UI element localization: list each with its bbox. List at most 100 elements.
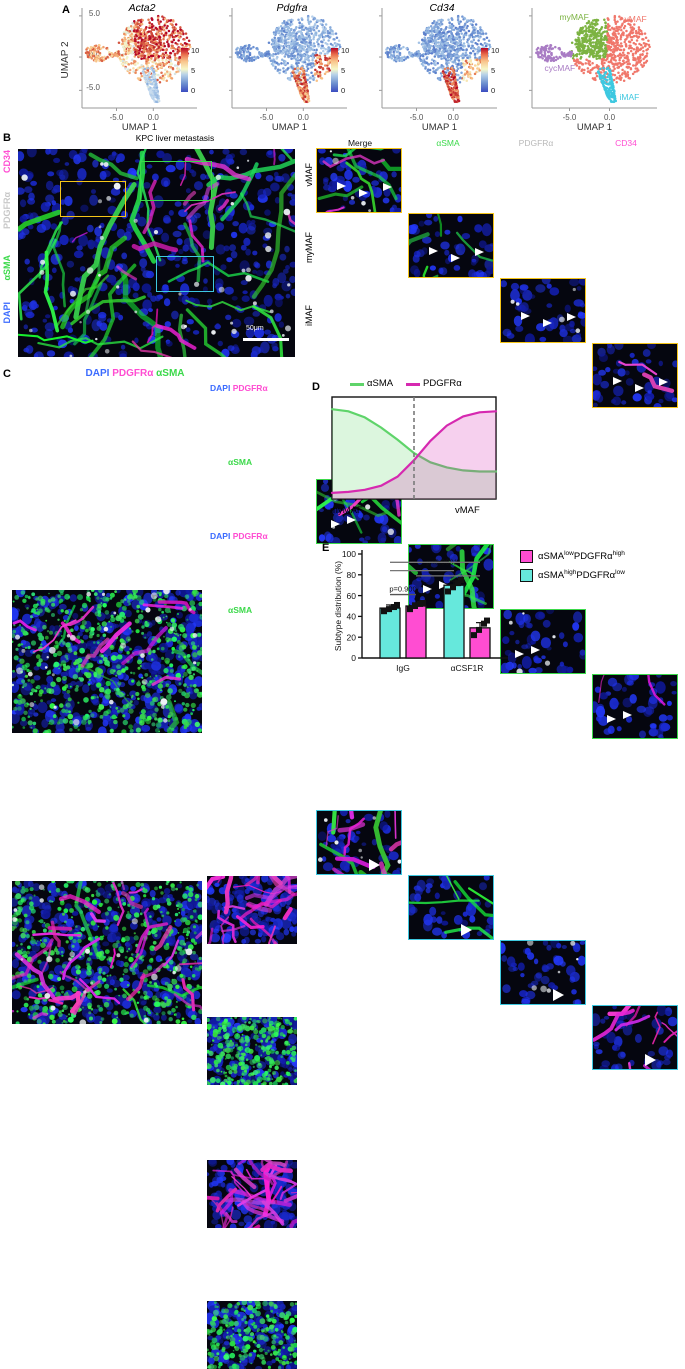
panel-e-label: E — [322, 542, 329, 554]
arrowhead-icon — [531, 646, 540, 654]
svg-text:0: 0 — [491, 86, 495, 95]
arrowhead-icon — [359, 189, 368, 197]
svg-text:-5.0: -5.0 — [563, 113, 577, 122]
arrowhead-icon — [369, 859, 380, 871]
inset-label-pdgfra-2: PDGFRα — [233, 531, 268, 541]
umap-y-axis-label: UMAP 2 — [60, 41, 71, 78]
roi-box-myMAF — [140, 161, 212, 201]
panel-c-title-dapi: DAPI — [86, 368, 110, 379]
svg-text:vMAF: vMAF — [625, 14, 647, 24]
arrowhead-icon — [613, 377, 622, 385]
panel-c-condition-acsf1r: αCSF1R — [18, 533, 61, 545]
inset-label-asma-2: αSMA — [228, 605, 252, 615]
arrowhead-icon — [635, 384, 644, 392]
panel-b-grid-cell-vMAF-Merge — [316, 148, 402, 213]
arrowhead-icon — [521, 312, 530, 320]
arrowhead-icon — [451, 254, 460, 262]
channel-label-pdgfra: PDGFRα — [2, 192, 12, 229]
legend-label-asmahigh: αSMAhighPDGFRαlow — [538, 569, 625, 581]
svg-text:0.0: 0.0 — [298, 113, 310, 122]
roi-box-vMAF — [60, 181, 126, 217]
grid-col-merge: Merge — [320, 138, 400, 148]
svg-text:iMAF: iMAF — [620, 92, 640, 102]
arrowhead-icon — [347, 516, 356, 524]
panel-d-label: D — [312, 381, 320, 393]
panel-b-channel-labels: CD34 PDGFRα αSMA DAPI — [2, 150, 18, 355]
panel-c-image-acsf1r — [12, 881, 202, 1024]
panel-d-chart — [328, 393, 500, 503]
panel-d-xlabel-left: myMAF — [330, 505, 363, 516]
legend-label-pdgfra: PDGFRα — [423, 378, 462, 389]
svg-text:5: 5 — [491, 66, 495, 75]
arrowhead-icon — [461, 924, 472, 936]
svg-text:5: 5 — [341, 66, 345, 75]
legend-swatch-asmalow — [520, 550, 533, 563]
svg-text:UMAP 1: UMAP 1 — [272, 122, 307, 133]
arrowhead-icon — [659, 378, 668, 386]
roi-box-iMAF — [156, 256, 214, 292]
umap-title-pdgfra: Pdgfra — [232, 2, 352, 14]
panel-b-title: KPC liver metastasis — [75, 133, 275, 143]
arrowhead-icon — [429, 247, 438, 255]
arrowhead-icon — [331, 520, 340, 528]
grid-row-mymaf: myMAF — [304, 232, 314, 263]
panel-b-scalebar — [243, 338, 289, 341]
svg-text:-5.0: -5.0 — [260, 113, 274, 122]
panel-b-grid-cell-vMAF-PDGFRα — [500, 278, 586, 343]
svg-text:0.0: 0.0 — [448, 113, 460, 122]
panel-c-inset-acsf1r-pdgfra — [207, 1160, 297, 1228]
svg-text:UMAP 1: UMAP 1 — [122, 122, 157, 133]
svg-text:UMAP 1: UMAP 1 — [422, 122, 457, 133]
inset-label-asma-1: αSMA — [228, 457, 252, 467]
channel-label-asma: αSMA — [2, 255, 12, 281]
panel-e-legend-item-0: αSMAlowPDGFRαhigh — [520, 550, 685, 563]
panel-c-scalebar — [146, 511, 186, 514]
legend-swatch-asma — [350, 383, 364, 386]
panel-b-grid-cell-iMAF-CD34 — [592, 1005, 678, 1070]
svg-text:10: 10 — [191, 46, 199, 55]
panel-c-inset-acsf1r-asma — [207, 1301, 297, 1369]
svg-text:0: 0 — [341, 86, 345, 95]
svg-text:10: 10 — [341, 46, 349, 55]
panel-d-svg — [328, 393, 500, 503]
arrowhead-icon — [623, 711, 632, 719]
panel-c-scalebar-label: 50μm — [150, 499, 168, 506]
inset-label-dapi-2: DAPI — [210, 531, 230, 541]
arrowhead-icon — [553, 989, 564, 1001]
channel-label-cd34: CD34 — [2, 150, 12, 173]
grid-col-pdgfra: PDGFRα — [496, 138, 576, 148]
inset-label-pdgfra-1: PDGFRα — [233, 383, 268, 393]
arrowhead-icon — [567, 313, 576, 321]
panel-b-grid-cell-iMAF-PDGFRα — [500, 940, 586, 1005]
arrowhead-icon — [475, 248, 484, 256]
panel-c-inset-igg-pdgfra — [207, 876, 297, 944]
svg-text:10: 10 — [491, 46, 499, 55]
panel-b-grid-cell-vMAF-αSMA — [408, 213, 494, 278]
grid-row-imaf: iMAF — [304, 305, 314, 326]
inset-label-dapi-1: DAPI — [210, 383, 230, 393]
panel-e-legend: αSMAlowPDGFRαhigh αSMAhighPDGFRαlow — [520, 550, 685, 582]
panel-c-title-asma: αSMA — [156, 368, 184, 379]
umap-title-acta2: Acta2 — [82, 2, 202, 14]
panel-b-grid-cell-vMAF-CD34 — [592, 343, 678, 408]
panel-c-inset-igg-asma — [207, 1017, 297, 1085]
arrowhead-icon — [337, 182, 346, 190]
panel-b-grid-cell-myMAF-CD34 — [592, 674, 678, 739]
channel-label-dapi: DAPI — [2, 302, 12, 324]
panel-c-title-pdgfra: PDGFRα — [112, 368, 153, 379]
panel-c-image-igg — [12, 590, 202, 733]
panel-c-label: C — [3, 368, 11, 380]
panel-d-xlabel-right: vMAF — [455, 505, 480, 516]
panel-c-title: DAPI PDGFRα αSMA — [40, 368, 230, 379]
panel-d-legend: αSMA PDGFRα — [340, 378, 490, 392]
grid-col-cd34: CD34 — [586, 138, 666, 148]
legend-label-asma: αSMA — [367, 378, 393, 389]
panel-b-grid-cell-iMAF-Merge — [316, 810, 402, 875]
panel-e-legend-item-1: αSMAhighPDGFRαlow — [520, 569, 685, 582]
svg-text:cycMAF: cycMAF — [545, 63, 576, 73]
legend-label-asmalow: αSMAlowPDGFRαhigh — [538, 550, 625, 562]
panel-c-condition-igg: IgG — [18, 385, 36, 397]
